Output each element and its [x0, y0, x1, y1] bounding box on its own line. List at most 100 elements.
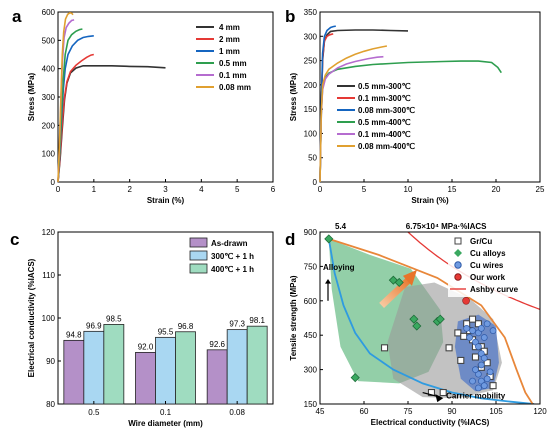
panel-d-point-cu-wire — [463, 324, 471, 332]
panel-a-legend-label: 1 mm — [219, 47, 240, 56]
panel-letter-c: c — [10, 230, 19, 249]
panel-c-y-axis-title: Electrical conductivity (%IACS) — [27, 258, 36, 377]
panel-d-y-tick-label: 300 — [304, 366, 318, 375]
panel-d-point-gr-cu — [439, 388, 447, 397]
panel-d-point-cu-wire — [486, 368, 494, 376]
panel-d-point-cu-alloy — [350, 373, 360, 383]
panel-c-legend-label: As-drawn — [211, 239, 248, 248]
panel-c-y-tick-label: 120 — [42, 228, 56, 237]
panel-d-legend-label: Cu wires — [470, 261, 504, 270]
panel-b-x-tick-label: 25 — [536, 185, 545, 194]
panel-d-point-cu-wire — [469, 377, 476, 385]
panel-b-x-axis-title: Strain (%) — [411, 196, 449, 205]
panel-b-x-tick-label: 15 — [448, 185, 457, 194]
panel-d-legend-label: Gr/Cu — [470, 237, 492, 246]
panel-b-y-tick-label: 200 — [304, 81, 318, 90]
panel-a-legend-label: 0.08 mm — [219, 83, 251, 92]
panel-c-data-label: 95.5 — [158, 327, 174, 336]
panel-c-data-label: 98.5 — [106, 314, 122, 323]
panel-a-y-tick-label: 0 — [51, 178, 56, 187]
panel-c-x-tick-label: 0.08 — [229, 408, 245, 417]
panel-c-x-tick-label: 0.5 — [88, 408, 100, 417]
panel-d-point-cu-alloy — [412, 321, 422, 331]
panel-d-point-cu-wire — [483, 320, 491, 328]
panel-a-legend-label: 2 mm — [219, 35, 240, 44]
panel-b-legend-label: 0.1 mm-400℃ — [358, 130, 411, 139]
panel-d-x-tick-label: 120 — [533, 407, 547, 416]
panel-c-bar — [103, 324, 125, 405]
panel-d-legend-label: Our work — [470, 273, 506, 282]
panel-d-point-cu-wire — [475, 343, 482, 351]
panel-d-y-tick-label: 750 — [304, 262, 318, 271]
panel-c-data-label: 92.0 — [138, 342, 154, 351]
panel-b-y-tick-label: 350 — [304, 8, 318, 17]
panel-d-trend-arrow-head — [402, 269, 417, 286]
panel-b-y-axis-title: Stress (MPa) — [289, 72, 298, 121]
panel-d-carrier-arrow-head — [435, 394, 444, 403]
panel-d-annotation-carrier: Carrier mobility — [446, 391, 506, 400]
panel-a-y-tick-label: 100 — [42, 150, 56, 159]
panel-a-legend-label: 4 mm — [219, 23, 240, 32]
panel-d-point-cu-alloy — [435, 314, 445, 324]
panel-d-alloying-arrow-head — [325, 279, 331, 284]
panel-d-plot-area — [324, 232, 540, 404]
panel-b-x-tick-label: 5 — [362, 185, 367, 194]
panel-d-point-cu-wire — [480, 334, 488, 341]
panel-letter-d: d — [285, 230, 295, 249]
panel-d-x-tick-label: 75 — [404, 407, 413, 416]
panel-d-y-tick-label: 600 — [304, 297, 318, 306]
panel-a-y-tick-label: 200 — [42, 121, 56, 130]
panel-d-legend-label: Ashby curve — [470, 285, 519, 294]
panel-c-legend-label: 300℃ + 1 h — [211, 252, 254, 261]
panel-d-point-gr-cu — [445, 344, 453, 352]
panel-d-trend-arrow — [379, 275, 414, 308]
panel-a-x-tick-label: 3 — [163, 185, 168, 194]
panel-c-y-tick-label: 100 — [42, 314, 56, 323]
panel-b-x-tick-label: 10 — [404, 185, 413, 194]
panel-d-legend-marker — [454, 273, 462, 281]
panel-a-x-tick-label: 6 — [271, 185, 276, 194]
panel-a-x-tick-label: 5 — [235, 185, 240, 194]
panel-c-y-tick-label: 110 — [42, 271, 55, 280]
panel-d-point-cu-wire — [466, 334, 473, 341]
panel-c-data-label: 96.9 — [86, 321, 102, 330]
panel-d-point-gr-cu — [454, 329, 462, 337]
panel-d-point-cu-wire — [489, 327, 497, 334]
panel-a-line-4-mm — [57, 65, 166, 183]
panel-d-y-tick-label: 900 — [304, 228, 318, 237]
panel-d-point-cu-alloy — [409, 314, 419, 324]
panel-d-point-gr-cu — [427, 388, 436, 397]
panel-d-alloying-curve — [328, 238, 534, 404]
panel-d-chart: 45 60 75 90 105 120 150 300 450 600 750 900 Electric… — [289, 222, 547, 427]
panel-d-x-tick-label: 105 — [489, 407, 503, 416]
panel-d-point-our-work — [462, 296, 470, 305]
panel-b-x-tick-label: 20 — [492, 185, 501, 194]
panel-d-point-cu-wire — [480, 382, 488, 390]
panel-a-x-tick-label: 2 — [127, 185, 132, 194]
panel-c-data-label: 94.8 — [66, 330, 82, 339]
panel-d-legend-marker — [454, 261, 462, 269]
panel-b-legend-label: 0.1 mm-300℃ — [358, 94, 411, 103]
panel-d-point-cu-wire — [472, 366, 479, 373]
panel-c-bar — [135, 351, 156, 405]
panel-c-legend-swatch — [189, 263, 208, 274]
panel-d-top-label-right: 6.75×10⁴ MPa·%IACS — [406, 222, 487, 231]
panel-d-y-tick-label: 450 — [304, 331, 318, 340]
panel-d-legend-marker — [454, 249, 462, 257]
panel-b-plot-frame — [319, 11, 541, 183]
panel-c-bar — [246, 325, 268, 405]
panel-d-x-tick-label: 90 — [448, 407, 457, 416]
panel-c-bar — [206, 349, 228, 405]
panel-c-bar — [83, 330, 105, 405]
panel-b-line — [319, 45, 388, 183]
panel-b-legend-label: 0.08 mm-400℃ — [358, 142, 415, 151]
panel-a-x-axis-title: Strain (%) — [147, 196, 185, 205]
panel-c-x-axis-title: Wire diameter (mm) — [128, 419, 203, 428]
panel-b-y-tick-label: 150 — [304, 105, 318, 114]
panel-c-legend-label: 400℃ + 1 h — [211, 265, 254, 274]
panel-c-data-label: 96.8 — [178, 322, 194, 331]
panel-d-legend-bg — [448, 233, 538, 297]
panel-d-point-gr-cu — [460, 332, 468, 340]
